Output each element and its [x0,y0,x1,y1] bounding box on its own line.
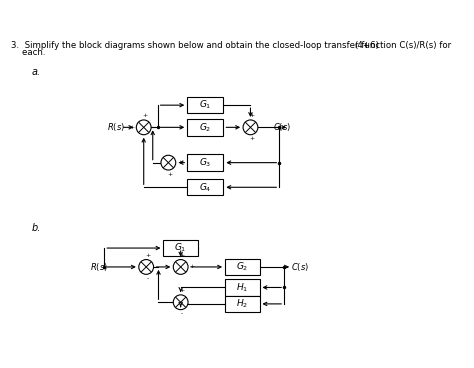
Text: $G_1$: $G_1$ [174,242,187,254]
Text: -: - [181,311,183,316]
Text: $G_1$: $G_1$ [199,99,211,112]
Circle shape [173,259,188,274]
Text: +: + [145,253,150,258]
Text: (4+6): (4+6) [355,41,379,50]
Circle shape [161,155,176,170]
Bar [164,240,198,256]
Bar [187,119,223,135]
Text: -: - [146,276,149,281]
Text: +: + [249,113,255,118]
Text: a.: a. [31,67,40,77]
Text: $G_2$: $G_2$ [236,261,248,273]
Text: $G_3$: $G_3$ [199,156,211,169]
Text: b.: b. [31,223,41,233]
Text: $R(s)$: $R(s)$ [107,121,125,133]
Bar [225,259,259,275]
Text: +: + [180,288,185,293]
Text: +: + [167,172,173,177]
Text: 3.  Simplify the block diagrams shown below and obtain the closed-loop transfer : 3. Simplify the block diagrams shown bel… [11,41,452,50]
Text: +: + [249,137,255,141]
Bar [225,296,259,312]
Text: $R(s)$: $R(s)$ [91,261,109,273]
Text: $C(s)$: $C(s)$ [273,121,291,133]
Text: $C(s)$: $C(s)$ [291,261,309,273]
Circle shape [243,120,258,135]
Circle shape [137,120,151,135]
Circle shape [173,295,188,309]
Bar [187,97,223,113]
Text: $G_4$: $G_4$ [199,181,211,194]
Text: +: + [129,125,135,130]
Text: +: + [180,253,185,258]
Text: $H_2$: $H_2$ [236,298,248,310]
Text: each.: each. [11,48,46,57]
Text: $H_1$: $H_1$ [236,281,248,294]
Text: +: + [143,113,148,118]
Circle shape [139,259,154,274]
Bar [225,279,259,296]
Text: +: + [190,265,195,269]
Bar [187,179,223,195]
Bar [187,155,223,171]
Text: +: + [177,160,182,165]
Text: $G_2$: $G_2$ [199,121,211,134]
